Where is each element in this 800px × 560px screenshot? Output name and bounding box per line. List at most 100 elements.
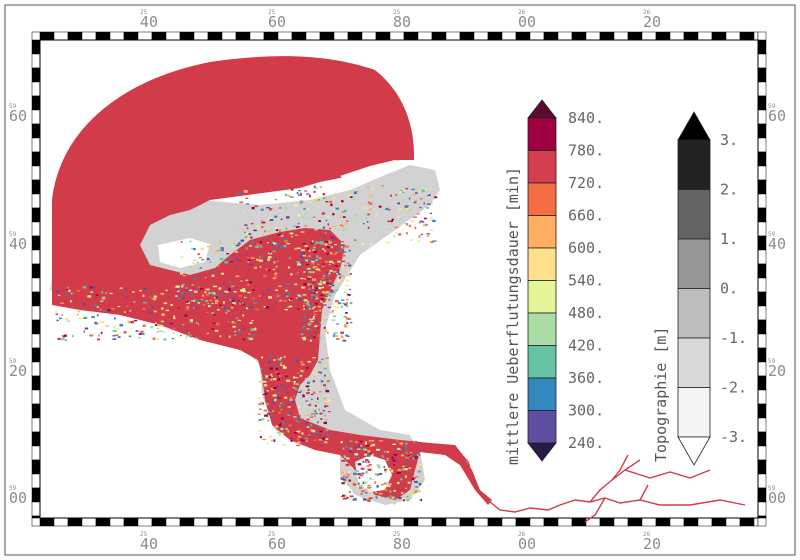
speckle: [126, 320, 130, 323]
speckle: [343, 480, 347, 483]
speckle: [430, 216, 433, 219]
speckle: [292, 249, 295, 251]
speckle: [94, 304, 97, 307]
speckle: [318, 438, 321, 441]
speckle: [399, 208, 402, 211]
speckle: [175, 285, 180, 288]
speckle: [389, 490, 392, 493]
speckle: [434, 196, 437, 199]
speckle: [235, 317, 239, 319]
speckle: [232, 297, 237, 301]
speckle: [208, 297, 210, 299]
speckle: [244, 257, 248, 259]
speckle: [324, 403, 328, 405]
border-segment: [31, 375, 41, 391]
speckle: [311, 303, 314, 306]
speckle: [344, 445, 347, 448]
speckle: [398, 496, 402, 500]
speckle: [324, 405, 327, 408]
speckle: [300, 333, 304, 336]
border-segment: [123, 31, 139, 41]
speckle: [355, 485, 358, 488]
speckle: [362, 497, 365, 499]
border-segment: [277, 517, 293, 527]
speckle: [344, 264, 347, 267]
speckle: [252, 289, 255, 291]
speckle: [303, 271, 306, 273]
speckle: [384, 468, 387, 472]
speckle: [103, 309, 106, 313]
speckle: [312, 279, 315, 281]
speckle: [341, 460, 346, 462]
speckle: [343, 456, 347, 458]
speckle: [396, 440, 399, 443]
speckle: [282, 404, 286, 406]
border-segment: [627, 31, 643, 41]
border-segment: [571, 517, 587, 527]
speckle: [329, 269, 333, 272]
speckle: [259, 245, 263, 248]
grid-label-left: 60: [9, 107, 27, 125]
border-segment: [757, 235, 767, 251]
speckle: [256, 243, 260, 246]
border-segment: [683, 31, 699, 41]
speckle: [327, 306, 331, 308]
border-segment: [739, 31, 755, 41]
speckle: [194, 323, 198, 326]
speckle: [283, 207, 288, 210]
speckle: [297, 441, 301, 444]
speckle: [301, 216, 305, 219]
colorbar-tick-label: 300.: [568, 402, 604, 420]
speckle: [306, 426, 310, 428]
speckle: [267, 419, 270, 422]
speckle: [112, 330, 117, 332]
speckle: [293, 395, 295, 398]
speckle: [343, 325, 348, 328]
speckle: [345, 477, 348, 479]
speckle: [399, 448, 402, 451]
speckle: [364, 489, 368, 492]
speckle: [267, 258, 270, 261]
speckle: [233, 291, 237, 293]
speckle: [181, 297, 185, 300]
speckle: [349, 447, 353, 450]
border-segment: [641, 517, 657, 527]
speckle: [269, 209, 272, 211]
border-segment: [697, 31, 713, 41]
speckle: [353, 192, 357, 194]
speckle: [328, 260, 333, 263]
speckle: [408, 490, 411, 494]
speckle: [339, 216, 342, 218]
speckle: [60, 302, 64, 304]
speckle: [123, 331, 127, 334]
speckle: [332, 311, 334, 314]
speckle: [204, 277, 207, 279]
speckle: [314, 241, 319, 244]
speckle: [360, 460, 363, 462]
speckle: [332, 213, 335, 216]
speckle: [182, 275, 187, 277]
speckle: [342, 251, 347, 253]
speckle: [358, 445, 361, 447]
speckle: [290, 236, 293, 238]
speckle: [268, 230, 271, 233]
speckle: [202, 294, 204, 297]
border-segment: [473, 31, 489, 41]
speckle: [323, 283, 327, 285]
speckle: [394, 232, 398, 234]
speckle: [406, 460, 409, 462]
speckle: [114, 317, 116, 320]
grid-label-sub: 59: [768, 358, 776, 365]
speckle: [345, 245, 349, 248]
border-segment: [757, 361, 767, 377]
speckle: [419, 498, 423, 502]
speckle: [314, 259, 319, 262]
speckle: [315, 287, 319, 290]
speckle: [303, 319, 306, 322]
speckle: [274, 244, 279, 247]
speckle: [317, 288, 320, 290]
grid-label-bottom: 80: [393, 535, 411, 553]
speckle: [316, 310, 319, 313]
speckle: [269, 410, 272, 412]
speckle: [150, 325, 154, 329]
